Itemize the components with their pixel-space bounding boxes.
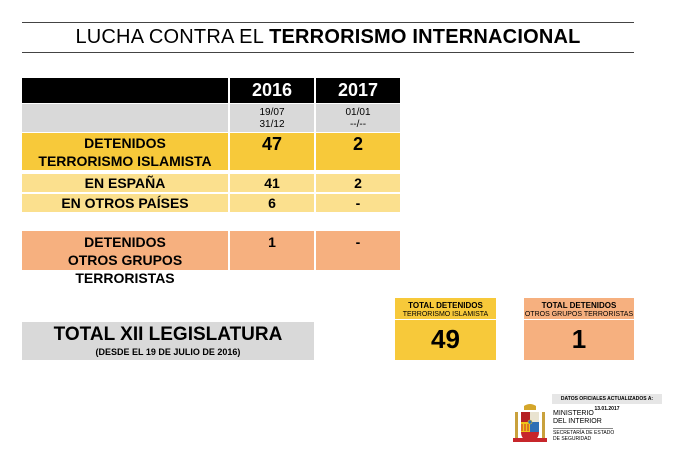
ministry-line2: DEL INTERIOR	[553, 418, 602, 425]
legislatura-box: TOTAL XII LEGISLATURA (DESDE EL 19 DE JU…	[22, 322, 314, 360]
row-islamista-label-line1: DETENIDOS	[84, 135, 166, 151]
total-islamista-label2: TERRORISMO ISLAMISTA	[395, 310, 496, 320]
row-otros-grupos-label: DETENIDOS OTROS GRUPOS TERRORISTAS	[22, 231, 228, 286]
row-otros-grupos-2016: 1	[230, 231, 314, 270]
legislatura-title: TOTAL XII LEGISLATURA	[53, 324, 283, 345]
ministry-name: MINISTERIO DEL INTERIOR	[553, 410, 653, 426]
date-2016-start: 19/07	[259, 107, 285, 118]
total-otros-label1: TOTAL DETENIDOS	[541, 301, 617, 310]
date-row-blank	[22, 104, 228, 132]
table-header-blank	[22, 78, 228, 103]
row-islamista-2016: 47	[230, 133, 314, 170]
total-islamista-value: 49	[431, 324, 460, 354]
ministry-line1: MINISTERIO	[553, 410, 594, 417]
row-islamista-label: DETENIDOS TERRORISMO ISLAMISTA	[22, 133, 228, 170]
secretaria-line2: DE SEGURIDAD	[553, 436, 592, 442]
row-otros-paises-2016: 6	[230, 194, 314, 212]
date-range-2017: 01/01 --/--	[316, 104, 400, 132]
year-2016-header: 2016	[230, 78, 314, 103]
coat-of-arms-icon	[512, 402, 548, 448]
page-title: LUCHA CONTRA EL TERRORISMO INTERNACIONAL	[22, 22, 634, 53]
row-espana-2017: 2	[316, 174, 400, 192]
row-espana-2016: 41	[230, 174, 314, 192]
row-islamista-label-line2: TERRORISMO ISLAMISTA	[38, 153, 212, 169]
total-otros-value: 1	[571, 324, 587, 354]
date-range-2016: 19/07 31/12	[230, 104, 314, 132]
title-prefix: LUCHA CONTRA EL	[75, 26, 264, 48]
update-note: DATOS OFICIALES ACTUALIZADOS A: 13.01.20…	[552, 394, 662, 412]
row-espana-label: EN ESPAÑA	[22, 174, 228, 192]
title-bold: TERRORISMO INTERNACIONAL	[269, 26, 581, 48]
year-2017-header: 2017	[316, 78, 400, 103]
date-2017-start: 01/01	[345, 107, 371, 118]
total-islamista-label1: TOTAL DETENIDOS	[408, 301, 483, 310]
row-otros-paises-2017: -	[316, 194, 400, 212]
row-islamista-2017: 2	[316, 133, 400, 170]
row-otros-paises-label: EN OTROS PAÍSES	[22, 194, 228, 212]
row-otros-grupos-label-line2: OTROS GRUPOS TERRORISTAS	[67, 252, 183, 286]
row-otros-grupos-2017: -	[316, 231, 400, 270]
total-otros-box: TOTAL DETENIDOS OTROS GRUPOS TERRORISTAS…	[524, 298, 634, 360]
total-islamista-box: TOTAL DETENIDOS TERRORISMO ISLAMISTA 49	[395, 298, 496, 360]
secretaria-line1: SECRETARÍA DE ESTADO	[553, 430, 615, 436]
total-otros-label2: OTROS GRUPOS TERRORISTAS	[524, 311, 634, 320]
ministry-divider	[553, 428, 613, 429]
legislatura-subtitle: (DESDE EL 19 DE JULIO DE 2016)	[95, 347, 241, 357]
secretaria-name: SECRETARÍA DE ESTADO DE SEGURIDAD	[553, 430, 653, 442]
date-2016-end: 31/12	[259, 119, 285, 130]
date-2017-end: --/--	[349, 119, 367, 130]
row-otros-grupos-label-line1: DETENIDOS	[84, 234, 166, 250]
